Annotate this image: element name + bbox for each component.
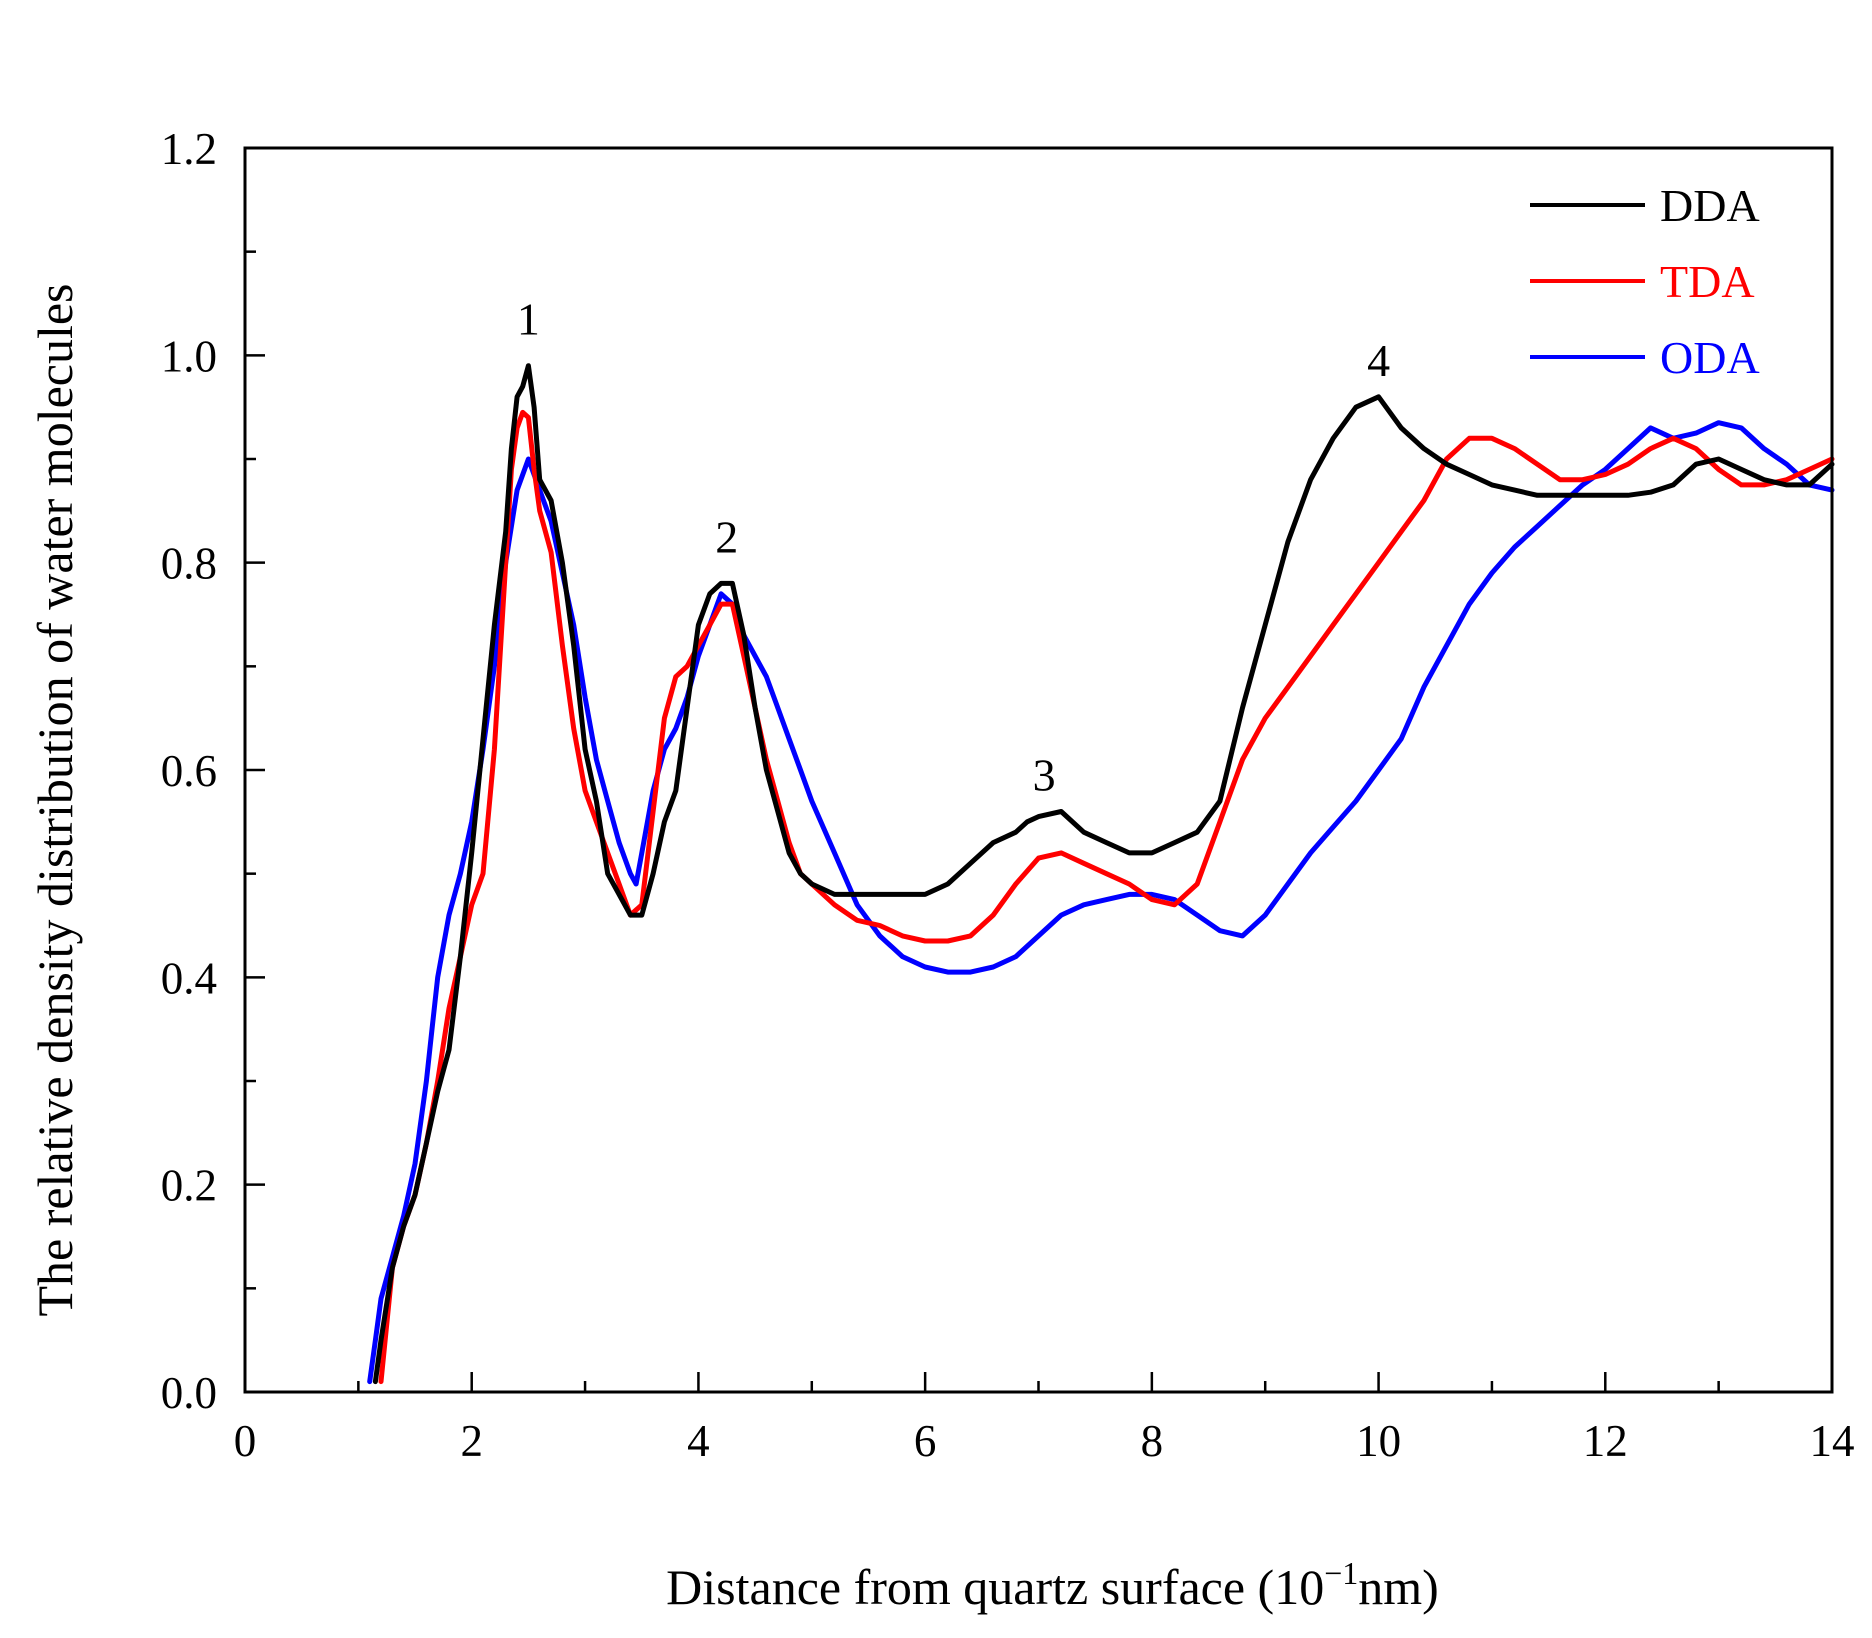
series-line-tda <box>381 412 1832 1381</box>
series-line-oda <box>370 423 1832 1382</box>
y-tick-label: 0.0 <box>161 1368 217 1418</box>
y-tick-label: 0.2 <box>161 1161 217 1211</box>
peak-label-2: 2 <box>715 511 738 562</box>
x-axis-title-tail: nm) <box>1358 1559 1439 1615</box>
y-tick-labels: 0.0 0.2 0.4 0.6 0.8 1.0 1.2 <box>161 124 217 1418</box>
x-tick-label: 10 <box>1356 1416 1401 1466</box>
x-tick-label: 8 <box>1141 1416 1164 1466</box>
peak-label-1: 1 <box>517 294 540 345</box>
x-axis-title-main: Distance from quartz surface (10 <box>666 1559 1324 1615</box>
x-tick-label: 14 <box>1810 1416 1855 1466</box>
peak-label-3: 3 <box>1033 750 1056 801</box>
y-axis-title: The relative density distribution of wat… <box>27 283 83 1316</box>
y-tick-label: 1.2 <box>161 124 217 174</box>
x-tick-label: 0 <box>234 1416 257 1466</box>
x-tick-labels: 0 2 4 6 8 10 12 14 <box>234 1416 1855 1466</box>
y-tick-label: 0.6 <box>161 746 217 796</box>
y-tick-label: 0.8 <box>161 539 217 589</box>
x-tick-label: 12 <box>1583 1416 1628 1466</box>
x-axis-title: Distance from quartz surface (10−1nm) <box>666 1555 1439 1615</box>
y-tick-label: 1.0 <box>161 331 217 381</box>
series-layer <box>370 366 1832 1382</box>
y-tick-label: 0.4 <box>161 953 217 1003</box>
legend: DDA TDA ODA <box>1530 180 1760 383</box>
peak-label-4: 4 <box>1367 335 1390 386</box>
density-line-chart: The relative density distribution of wat… <box>0 0 1872 1638</box>
legend-label-tda: TDA <box>1660 256 1755 307</box>
x-tick-label: 2 <box>460 1416 483 1466</box>
x-axis-title-superscript: −1 <box>1324 1555 1358 1591</box>
x-tick-label: 4 <box>687 1416 710 1466</box>
legend-label-oda: ODA <box>1660 332 1760 383</box>
x-tick-label: 6 <box>914 1416 937 1466</box>
legend-label-dda: DDA <box>1660 180 1760 231</box>
y-axis-title-group: The relative density distribution of wat… <box>27 283 83 1316</box>
